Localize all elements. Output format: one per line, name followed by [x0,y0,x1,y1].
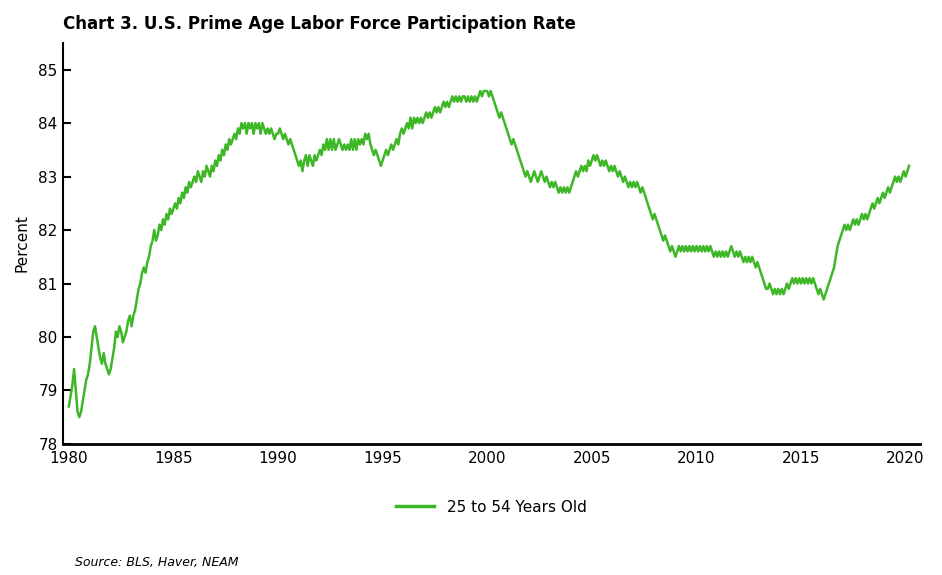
Y-axis label: Percent: Percent [15,214,30,273]
Text: Source: BLS, Haver, NEAM: Source: BLS, Haver, NEAM [75,556,239,569]
Legend: 25 to 54 Years Old: 25 to 54 Years Old [397,500,587,515]
Text: Chart 3. U.S. Prime Age Labor Force Participation Rate: Chart 3. U.S. Prime Age Labor Force Part… [62,15,576,33]
